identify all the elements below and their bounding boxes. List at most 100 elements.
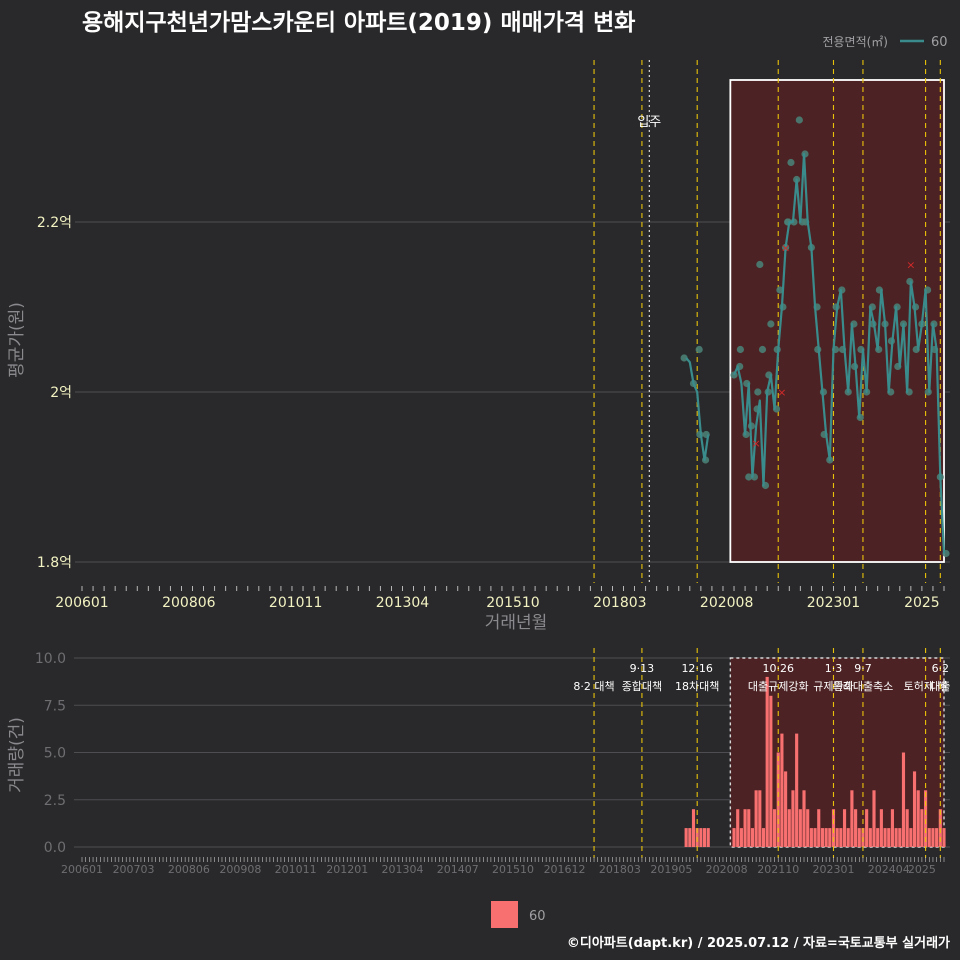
volume-bar — [806, 809, 810, 847]
volume-bar — [850, 790, 854, 847]
volume-x-tick-label: 2025 — [908, 863, 936, 876]
volume-bar — [905, 809, 909, 847]
volume-bar — [795, 733, 799, 847]
volume-legend: 60 — [491, 901, 546, 928]
price-legend: 전용면적(㎡) 60 — [822, 35, 947, 50]
volume-bar — [787, 809, 791, 847]
volume-bar — [784, 771, 788, 847]
policy-date-label: 1·3 — [825, 662, 843, 675]
transaction-point — [680, 354, 688, 362]
transaction-point — [695, 345, 703, 354]
volume-bar — [791, 790, 795, 847]
move-in-label: 입주 — [637, 115, 661, 130]
cancelled-deal-mark: × — [777, 386, 786, 399]
volume-bar — [761, 828, 766, 847]
transaction-point — [758, 345, 767, 354]
volume-bar — [802, 790, 806, 847]
average-price-line — [685, 357, 710, 462]
price-x-tick-label: 201510 — [486, 595, 539, 611]
transaction-point — [736, 345, 744, 354]
volume-bar — [912, 771, 917, 847]
volume-bar — [772, 809, 777, 847]
volume-bar — [879, 809, 883, 847]
volume-bar — [684, 828, 688, 847]
volume-x-tick-label: 201304 — [381, 863, 423, 876]
volume-bar — [887, 828, 891, 847]
volume-bar — [750, 828, 755, 847]
volume-bar — [809, 828, 813, 847]
policy-name-label: 대출규제강화 — [748, 680, 809, 693]
price-x-tick-label: 200601 — [55, 595, 108, 611]
transaction-point — [795, 116, 803, 124]
volume-bar — [842, 809, 847, 847]
cancelled-deal-mark: × — [781, 242, 790, 255]
policy-name-label: 규제완화 — [813, 680, 853, 693]
volume-bar — [935, 828, 939, 847]
volume-bar — [854, 809, 858, 847]
y-axis-title-price: 평균가(원) — [7, 302, 27, 378]
volume-bar — [846, 828, 850, 847]
volume-x-tick-label: 201201 — [326, 863, 368, 876]
policy-name-label: 대출 — [930, 680, 950, 693]
price-x-tick-label: 201803 — [593, 595, 646, 611]
volume-bar — [839, 828, 843, 847]
volume-bar — [776, 752, 780, 847]
volume-bar — [916, 790, 920, 847]
volume-panel: 0.0 2.5 5.0 7.5 10.0 8·2 대책 9·13 종합대책 12·16 18차대책… — [35, 648, 950, 876]
policy-date-label: 6·2 — [932, 662, 950, 675]
volume-bar — [688, 828, 692, 847]
footer-credit: ©디아파트(dapt.kr) / 2025.07.12 / 자료=국토교통부 실… — [567, 935, 950, 951]
legend-title: 전용면적(㎡) — [822, 35, 888, 49]
volume-bar — [924, 790, 928, 847]
volume-bar — [898, 828, 902, 847]
average-price-line — [733, 152, 946, 554]
volume-x-tick-label: 202008 — [706, 863, 748, 876]
y-axis-title-volume: 거래량(건) — [7, 717, 27, 793]
policy-date-label: 10·26 — [762, 662, 794, 675]
volume-bar — [765, 676, 769, 847]
volume-bar — [769, 695, 773, 847]
volume-x-tick-label: 202301 — [812, 863, 854, 876]
policy-name-label: 종합대책 — [622, 680, 662, 693]
volume-x-tick-label: 201407 — [437, 863, 479, 876]
volume-y-tick-label: 10.0 — [35, 651, 66, 667]
volume-y-tick-label: 0.0 — [44, 840, 66, 856]
volume-bar — [909, 828, 913, 847]
volume-bar — [865, 809, 869, 847]
volume-bar — [706, 828, 710, 847]
chart-title: 용해지구천년가맘스카운티 아파트(2019) 매매가격 변화 — [82, 10, 635, 36]
volume-x-tick-label: 201510 — [492, 863, 534, 876]
cancelled-deal-mark: × — [906, 259, 915, 272]
volume-bar — [743, 809, 747, 847]
volume-bar — [901, 752, 906, 847]
cancelled-deal-mark: × — [752, 437, 761, 450]
volume-bar — [817, 809, 821, 847]
transaction-point — [745, 473, 753, 481]
volume-bar — [736, 809, 740, 847]
legend-item-label: 60 — [931, 35, 948, 50]
volume-bar — [813, 828, 817, 847]
volume-bar — [920, 809, 924, 847]
volume-x-tick-label: 201803 — [599, 863, 641, 876]
volume-bar — [931, 828, 935, 847]
volume-bar — [820, 828, 825, 847]
volume-bar — [868, 828, 872, 847]
volume-bar — [927, 828, 931, 847]
volume-x-tick-label: 200908 — [219, 863, 261, 876]
volume-y-tick-label: 5.0 — [44, 746, 66, 762]
volume-bar — [876, 828, 880, 847]
volume-x-tick-label: 201612 — [544, 863, 586, 876]
volume-x-tick-label: 200601 — [61, 863, 103, 876]
highlight-period-box — [729, 79, 945, 563]
price-x-tick-label: 2025 — [904, 595, 940, 611]
transaction-point — [756, 260, 764, 269]
policy-date-label: 9·7 — [854, 662, 872, 675]
volume-x-tick-label: 200806 — [168, 863, 210, 876]
volume-bar — [872, 790, 876, 847]
volume-bar — [798, 809, 802, 847]
volume-bar — [828, 828, 832, 847]
price-y-tick-label: 2억 — [50, 385, 72, 401]
legend-bar-label: 60 — [529, 909, 546, 924]
price-x-tick-label: 201011 — [269, 595, 322, 611]
